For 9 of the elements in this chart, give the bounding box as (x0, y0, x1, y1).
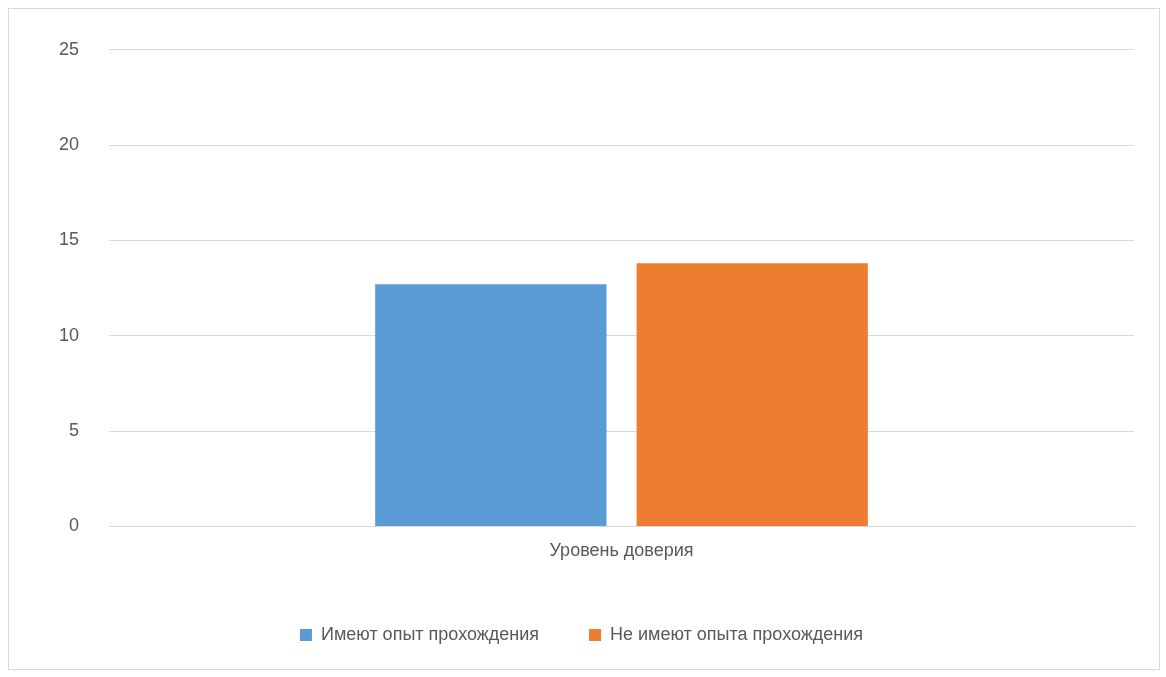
y-tick-label: 25 (58, 38, 80, 59)
legend-label: Имеют опыт прохождения (320, 623, 540, 644)
y-tick-label: 20 (58, 134, 80, 155)
legend-label: Не имеют опыта прохождения (610, 623, 864, 644)
y-tick-label: 10 (58, 324, 80, 345)
y-tick-label: 5 (69, 420, 80, 441)
x-tick-label: Уровень доверия (549, 540, 694, 561)
y-tick-label: 0 (69, 515, 80, 536)
y-tick-label: 15 (58, 229, 80, 250)
